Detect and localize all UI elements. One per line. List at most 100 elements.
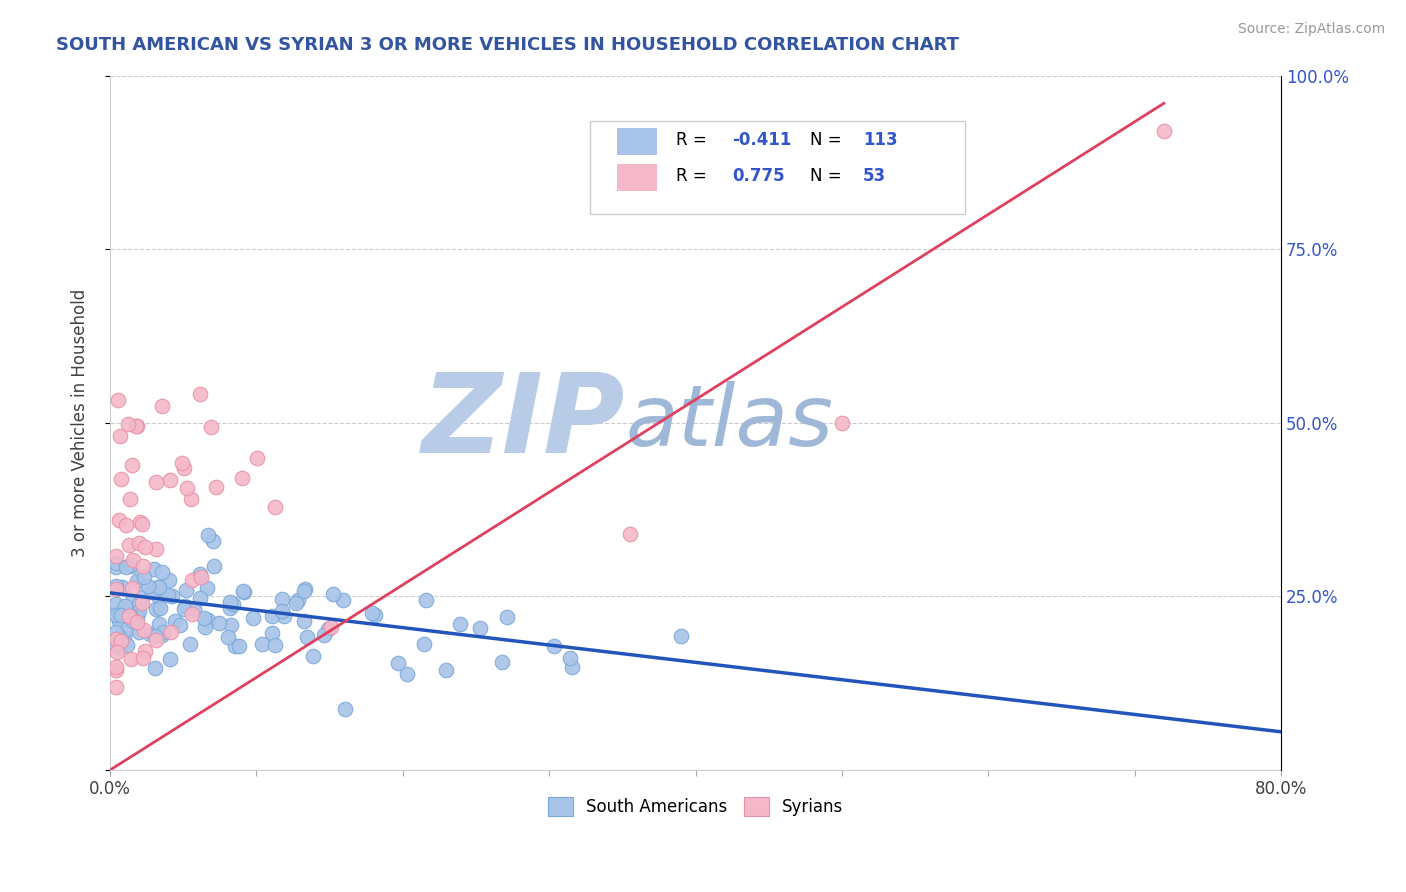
Point [202, 558, 225, 573]
Point [335, 701, 357, 715]
Point [301, 649, 323, 664]
Point [271, 604, 294, 618]
Point [181, 574, 204, 588]
Point [149, 601, 172, 615]
Point [114, 599, 136, 614]
Point [115, 638, 138, 652]
Point [217, 630, 239, 644]
Point [141, 585, 163, 599]
Text: atlas: atlas [626, 381, 834, 464]
Point [412, 637, 434, 651]
Point [118, 608, 141, 623]
Point [560, 650, 582, 665]
Point [104, 632, 127, 647]
Point [121, 458, 143, 472]
Point [157, 588, 180, 602]
Point [150, 399, 173, 413]
Point [146, 589, 169, 603]
Text: N =: N = [810, 167, 848, 186]
Point [163, 615, 186, 629]
Point [122, 614, 145, 628]
Text: R =: R = [676, 167, 711, 186]
Point [271, 592, 294, 607]
Point [145, 542, 167, 557]
Point [1153, 124, 1175, 138]
Point [173, 599, 195, 613]
Point [207, 616, 229, 631]
Point [263, 638, 285, 652]
Point [110, 607, 132, 622]
Point [104, 680, 127, 694]
Point [134, 623, 156, 637]
Point [128, 597, 150, 611]
Point [561, 659, 583, 673]
Point [319, 620, 342, 634]
Point [449, 617, 471, 632]
Point [142, 562, 165, 576]
Point [543, 639, 565, 653]
Point [143, 629, 166, 643]
Point [831, 416, 853, 430]
Point [134, 570, 156, 584]
Text: SOUTH AMERICAN VS SYRIAN 3 OR MORE VEHICLES IN HOUSEHOLD CORRELATION CHART: SOUTH AMERICAN VS SYRIAN 3 OR MORE VEHIC… [56, 36, 959, 54]
Point [202, 534, 225, 549]
FancyBboxPatch shape [617, 164, 657, 192]
Point [110, 473, 132, 487]
Point [195, 581, 218, 595]
Point [125, 419, 148, 434]
Point [468, 621, 491, 635]
Point [104, 625, 127, 640]
Point [180, 491, 202, 506]
Point [183, 602, 205, 616]
Point [387, 656, 409, 670]
Point [292, 584, 315, 599]
Point [146, 580, 169, 594]
Point [219, 618, 242, 632]
Point [250, 637, 273, 651]
Point [260, 608, 283, 623]
Point [145, 661, 167, 675]
Point [180, 607, 202, 621]
Point [132, 559, 155, 574]
Point [188, 387, 211, 401]
Point [395, 667, 418, 681]
Point [669, 629, 692, 643]
Point [108, 633, 131, 648]
Point [145, 475, 167, 489]
Point [295, 630, 318, 644]
Point [194, 620, 217, 634]
Text: 113: 113 [863, 131, 897, 149]
Point [124, 419, 146, 434]
Point [263, 500, 285, 514]
Point [134, 644, 156, 658]
Text: Source: ZipAtlas.com: Source: ZipAtlas.com [1237, 22, 1385, 37]
Point [294, 582, 316, 596]
Point [415, 593, 437, 607]
Point [232, 583, 254, 598]
Point [434, 663, 457, 677]
Point [112, 632, 135, 646]
Point [115, 518, 138, 533]
Text: -0.411: -0.411 [731, 131, 792, 149]
Point [105, 645, 128, 659]
Point [159, 625, 181, 640]
Point [115, 559, 138, 574]
Point [128, 604, 150, 618]
Point [110, 633, 132, 648]
Point [138, 626, 160, 640]
Point [150, 566, 173, 580]
Point [188, 566, 211, 581]
Point [120, 491, 142, 506]
Point [134, 540, 156, 554]
Point [121, 594, 143, 608]
Point [104, 556, 127, 570]
Point [193, 611, 215, 625]
Point [121, 581, 143, 595]
Point [205, 480, 228, 494]
Point [197, 528, 219, 542]
Point [364, 608, 387, 623]
Point [316, 623, 339, 637]
Point [108, 428, 131, 442]
Point [148, 580, 170, 594]
Point [118, 538, 141, 552]
